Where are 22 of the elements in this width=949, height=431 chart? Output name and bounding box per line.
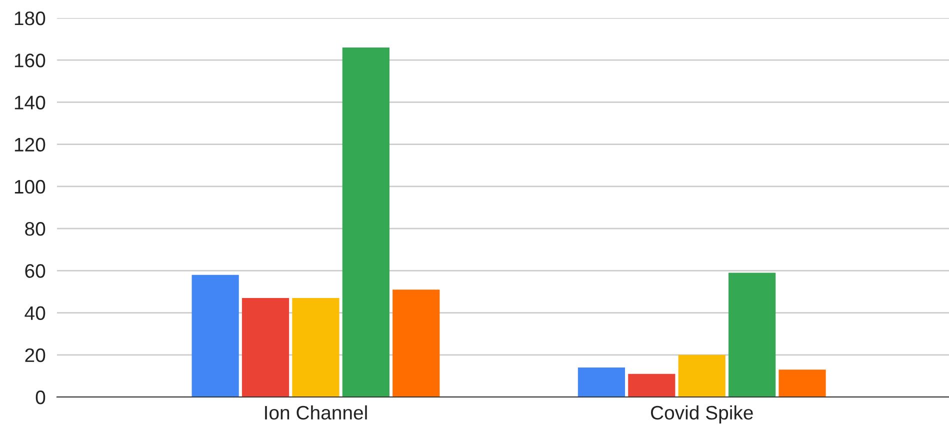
bar [292, 298, 340, 397]
bar [392, 290, 440, 397]
bar [728, 272, 776, 397]
y-tick-label: 100 [14, 180, 46, 194]
bar [342, 47, 390, 397]
y-tick-label: 160 [14, 54, 46, 68]
x-tick-label: Covid Spike [650, 405, 753, 424]
bar [242, 298, 290, 397]
bar [578, 368, 626, 397]
bar [778, 370, 826, 397]
y-tick-label: 120 [14, 138, 46, 152]
y-tick-label: 0 [36, 390, 46, 404]
bar [678, 354, 726, 397]
y-tick-label: 80 [25, 222, 46, 236]
x-tick-label: Ion Channel [265, 405, 367, 420]
y-tick-label: 140 [14, 96, 46, 110]
y-tick-label: 60 [25, 264, 46, 278]
bar [192, 274, 239, 397]
y-tick-label: 20 [25, 348, 46, 362]
bar [628, 374, 676, 397]
y-tick-label: 180 [14, 11, 46, 26]
y-tick-label: 40 [24, 306, 46, 320]
